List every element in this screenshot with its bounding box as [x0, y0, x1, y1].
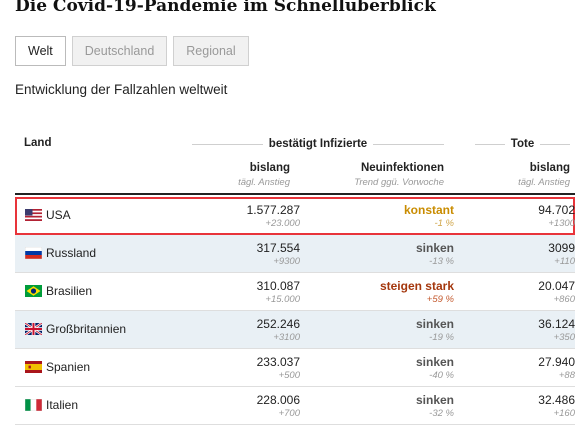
column-header-total-sub: tägl. Anstieg	[238, 177, 290, 188]
daily-increase: +700	[278, 408, 300, 419]
deaths-daily: +110	[554, 256, 575, 267]
column-header-deaths-label: bislang	[529, 162, 570, 174]
cell-total: 1.577.287 +23.000	[247, 203, 300, 230]
deaths-daily: +1300	[548, 218, 575, 229]
cell-total: 317.554 +9300	[257, 241, 300, 268]
deaths-daily: +88	[558, 370, 575, 381]
deaths-value: 94.702	[538, 203, 575, 217]
russia-flag-icon	[25, 247, 42, 259]
column-header-total-label: bislang	[249, 162, 290, 174]
deaths-value: 20.047	[538, 279, 575, 293]
country-name: Spanien	[46, 360, 91, 374]
group-divider	[373, 143, 444, 145]
spain-flag-icon	[25, 361, 42, 373]
group-divider	[540, 143, 571, 145]
cell-trend: konstant -1 %	[404, 203, 454, 230]
cell-total: 228.006 +700	[257, 393, 300, 420]
italy-flag-icon	[25, 399, 42, 411]
tab-regional[interactable]: Regional	[173, 36, 249, 66]
trend-label: sinken	[415, 355, 454, 369]
deaths-value: 32.486	[538, 393, 575, 407]
daily-increase: +23.000	[265, 218, 300, 229]
daily-increase: +3100	[273, 332, 300, 343]
column-group-deaths: Tote	[475, 137, 571, 151]
deaths-value: 36.124	[538, 317, 575, 331]
country-name: Großbritannien	[46, 322, 127, 336]
column-header-total: bislang tägl. Anstieg	[238, 161, 290, 189]
cell-deaths: 3099 +110	[548, 241, 575, 268]
section-subtitle: Entwicklung der Fallzahlen weltweit	[15, 82, 228, 97]
deaths-value: 3099	[548, 241, 575, 255]
deaths-value: 27.940	[538, 355, 575, 369]
column-header-deaths: bislang tägl. Anstieg	[518, 161, 570, 189]
deaths-daily: +860	[553, 294, 575, 305]
trend-percent: -1 %	[434, 218, 454, 229]
uk-flag-icon	[25, 323, 42, 335]
cell-trend: sinken -40 %	[416, 355, 454, 382]
cell-trend: sinken -13 %	[416, 241, 454, 268]
table-row[interactable]: Italien 228.006 +700 sinken -32 % 32.486…	[15, 387, 575, 425]
trend-percent: +59 %	[426, 294, 454, 305]
tab-bar: Welt Deutschland Regional	[15, 36, 255, 66]
page-title: Die Covid-19-Pandemie im Schnellüberblic…	[15, 0, 436, 16]
total-value: 310.087	[256, 279, 300, 293]
column-header-new-label: Neuinfektionen	[360, 162, 444, 174]
column-group-deaths-label: Tote	[510, 138, 535, 150]
daily-increase: +15.000	[265, 294, 300, 305]
group-divider	[475, 143, 505, 145]
trend-percent: -40 %	[429, 370, 454, 381]
trend-label: sinken	[415, 393, 454, 407]
total-value: 233.037	[256, 355, 300, 369]
table-header-rule	[15, 193, 575, 195]
country-name: Italien	[46, 398, 79, 412]
deaths-daily: +160	[553, 408, 575, 419]
column-header-deaths-sub: tägl. Anstieg	[518, 177, 570, 188]
column-group-infected-label: bestätigt Infizierte	[268, 138, 368, 150]
cell-trend: steigen stark +59 %	[380, 279, 454, 306]
trend-percent: -13 %	[429, 256, 454, 267]
cell-total: 233.037 +500	[257, 355, 300, 382]
cell-total: 310.087 +15.000	[257, 279, 300, 306]
total-value: 1.577.287	[246, 203, 300, 217]
cell-total: 252.246 +3100	[257, 317, 300, 344]
table-row[interactable]: Russland 317.554 +9300 sinken -13 % 3099…	[15, 235, 575, 273]
tab-deutschland[interactable]: Deutschland	[71, 36, 168, 66]
cell-trend: sinken -32 %	[416, 393, 454, 420]
tab-welt[interactable]: Welt	[15, 36, 66, 66]
table-row[interactable]: Spanien 233.037 +500 sinken -40 % 27.940…	[15, 349, 575, 387]
group-divider	[192, 143, 263, 145]
cell-deaths: 27.940 +88	[538, 355, 575, 382]
daily-increase: +500	[278, 370, 300, 381]
total-value: 252.246	[256, 317, 300, 331]
country-name: Brasilien	[46, 284, 93, 298]
total-value: 317.554	[256, 241, 300, 255]
trend-percent: -32 %	[429, 408, 454, 419]
cell-deaths: 20.047 +860	[538, 279, 575, 306]
table-row[interactable]: Großbritannien 252.246 +3100 sinken -19 …	[15, 311, 575, 349]
cell-deaths: 32.486 +160	[538, 393, 575, 420]
table-row[interactable]: USA 1.577.287 +23.000 konstant -1 % 94.7…	[15, 197, 575, 235]
column-header-new: Neuinfektionen Trend ggü. Vorwoche	[354, 161, 444, 189]
trend-label: steigen stark	[379, 279, 454, 293]
column-header-land: Land	[24, 137, 52, 149]
deaths-daily: +350	[553, 332, 575, 343]
table-row[interactable]: Brasilien 310.087 +15.000 steigen stark …	[15, 273, 575, 311]
total-value: 228.006	[256, 393, 300, 407]
column-header-new-sub: Trend ggü. Vorwoche	[354, 177, 444, 188]
trend-label: konstant	[403, 203, 454, 217]
country-name: USA	[46, 208, 71, 222]
brazil-flag-icon	[25, 285, 42, 297]
trend-percent: -19 %	[429, 332, 454, 343]
cell-deaths: 36.124 +350	[538, 317, 575, 344]
cell-trend: sinken -19 %	[416, 317, 454, 344]
country-name: Russland	[46, 246, 97, 260]
trend-label: sinken	[415, 317, 454, 331]
daily-increase: +9300	[273, 256, 300, 267]
us-flag-icon	[25, 209, 42, 221]
cell-deaths: 94.702 +1300	[538, 203, 575, 230]
trend-label: sinken	[415, 241, 454, 255]
column-group-infected: bestätigt Infizierte	[192, 137, 444, 151]
